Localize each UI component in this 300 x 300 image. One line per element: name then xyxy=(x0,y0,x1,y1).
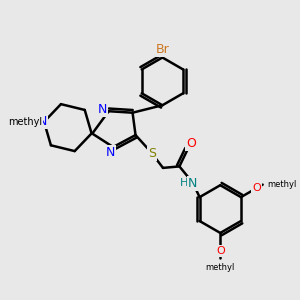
Text: N: N xyxy=(106,146,115,160)
Text: Br: Br xyxy=(155,43,169,56)
Text: methyl: methyl xyxy=(23,121,28,122)
Text: N: N xyxy=(188,177,197,190)
Text: methyl: methyl xyxy=(24,121,29,122)
Text: S: S xyxy=(148,147,156,161)
Text: methyl: methyl xyxy=(266,183,271,184)
Text: H: H xyxy=(180,178,188,188)
Text: methyl: methyl xyxy=(218,260,223,261)
Text: O: O xyxy=(252,183,261,193)
Text: N: N xyxy=(38,115,47,128)
Text: methyl: methyl xyxy=(206,263,235,272)
Text: O: O xyxy=(216,246,225,256)
Text: O: O xyxy=(186,137,196,150)
Text: methyl: methyl xyxy=(20,121,25,122)
Text: methyl: methyl xyxy=(8,117,42,127)
Text: methyl: methyl xyxy=(17,121,22,122)
Text: N: N xyxy=(98,103,107,116)
Text: methyl: methyl xyxy=(267,180,297,189)
